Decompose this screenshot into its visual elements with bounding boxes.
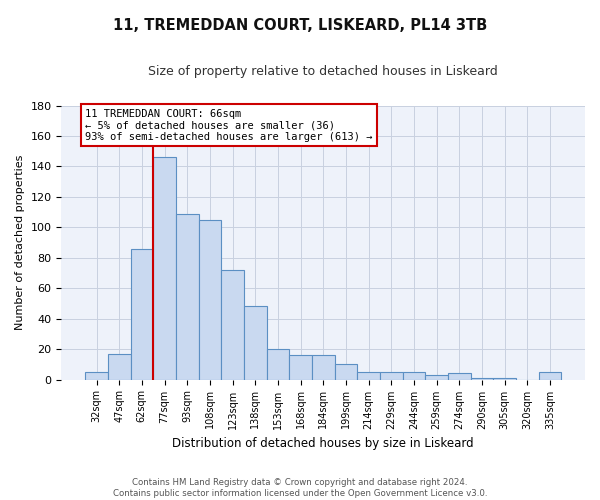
Bar <box>131 248 153 380</box>
X-axis label: Distribution of detached houses by size in Liskeard: Distribution of detached houses by size … <box>172 437 474 450</box>
Text: 11 TREMEDDAN COURT: 66sqm
← 5% of detached houses are smaller (36)
93% of semi-d: 11 TREMEDDAN COURT: 66sqm ← 5% of detach… <box>85 108 373 142</box>
Bar <box>312 355 335 380</box>
Bar <box>403 372 425 380</box>
Bar <box>266 349 289 380</box>
Bar <box>153 158 176 380</box>
Bar <box>335 364 357 380</box>
Bar <box>108 354 131 380</box>
Bar <box>176 214 199 380</box>
Bar <box>289 355 312 380</box>
Bar <box>493 378 516 380</box>
Text: 11, TREMEDDAN COURT, LISKEARD, PL14 3TB: 11, TREMEDDAN COURT, LISKEARD, PL14 3TB <box>113 18 487 32</box>
Y-axis label: Number of detached properties: Number of detached properties <box>15 155 25 330</box>
Bar <box>357 372 380 380</box>
Bar <box>470 378 493 380</box>
Bar <box>199 220 221 380</box>
Bar <box>448 374 470 380</box>
Bar <box>425 375 448 380</box>
Bar <box>380 372 403 380</box>
Bar <box>221 270 244 380</box>
Bar <box>539 372 561 380</box>
Bar <box>244 306 266 380</box>
Bar <box>85 372 108 380</box>
Title: Size of property relative to detached houses in Liskeard: Size of property relative to detached ho… <box>148 65 498 78</box>
Text: Contains HM Land Registry data © Crown copyright and database right 2024.
Contai: Contains HM Land Registry data © Crown c… <box>113 478 487 498</box>
